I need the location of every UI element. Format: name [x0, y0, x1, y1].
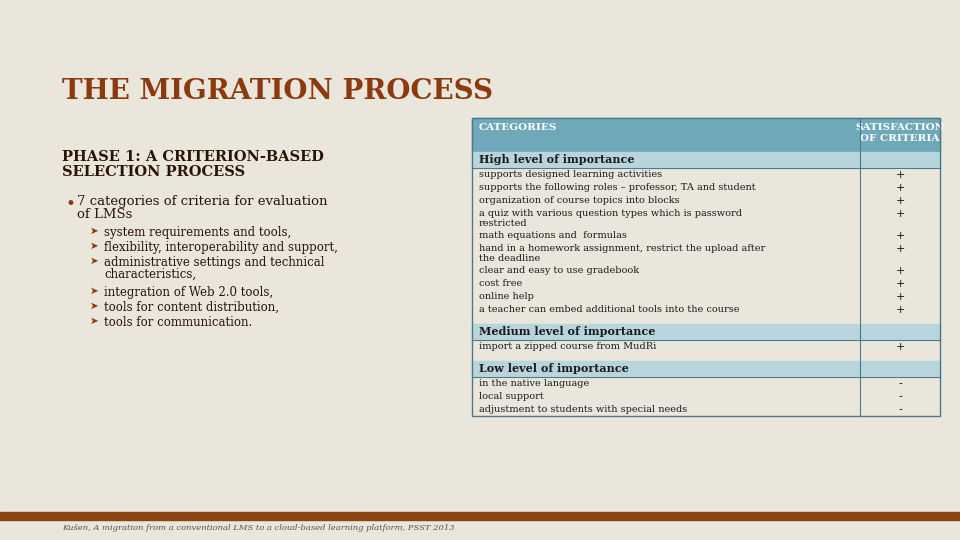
Text: +: +	[896, 279, 904, 289]
Text: 7 categories of criteria for evaluation: 7 categories of criteria for evaluation	[77, 195, 327, 208]
Text: integration of Web 2.0 tools,: integration of Web 2.0 tools,	[104, 286, 274, 299]
Bar	[472, 277, 940, 290]
Text: -: -	[899, 392, 901, 402]
Bar	[472, 403, 940, 416]
Text: ➤: ➤	[90, 286, 99, 296]
Text: +: +	[896, 183, 904, 193]
Text: system requirements and tools,: system requirements and tools,	[104, 226, 291, 239]
Bar	[472, 390, 940, 403]
Bar	[472, 118, 940, 416]
Text: tools for content distribution,: tools for content distribution,	[104, 301, 279, 314]
Text: in the native language: in the native language	[479, 379, 589, 388]
Text: ➤: ➤	[90, 256, 99, 266]
Bar	[472, 377, 940, 390]
Bar	[472, 324, 940, 340]
Bar	[472, 168, 940, 181]
Bar	[472, 361, 940, 377]
Bar	[0, 512, 960, 520]
Text: ➤: ➤	[90, 316, 99, 326]
Bar	[472, 152, 940, 168]
Text: +: +	[896, 244, 904, 254]
Text: clear and easy to use gradebook: clear and easy to use gradebook	[479, 266, 639, 275]
Text: Kušen, A migration from a conventional LMS to a cloud-based learning platform, P: Kušen, A migration from a conventional L…	[62, 524, 455, 532]
Bar	[472, 303, 940, 316]
Text: +: +	[896, 231, 904, 241]
Text: supports the following roles – professor, TA and student: supports the following roles – professor…	[479, 183, 756, 192]
Bar	[472, 242, 940, 264]
Bar	[472, 290, 940, 303]
Text: ➤: ➤	[90, 241, 99, 251]
Text: of LMSs: of LMSs	[77, 208, 132, 221]
Text: flexibility, interoperability and support,: flexibility, interoperability and suppor…	[104, 241, 338, 254]
Text: cost free: cost free	[479, 279, 522, 288]
Bar	[472, 316, 940, 324]
Text: +: +	[896, 196, 904, 206]
Text: +: +	[896, 266, 904, 276]
Bar	[472, 194, 940, 207]
Text: characteristics,: characteristics,	[104, 268, 196, 281]
Bar	[472, 207, 940, 229]
Text: -: -	[899, 405, 901, 415]
Bar	[472, 229, 940, 242]
Text: +: +	[896, 209, 904, 219]
Text: administrative settings and technical: administrative settings and technical	[104, 256, 324, 269]
Text: THE MIGRATION PROCESS: THE MIGRATION PROCESS	[62, 78, 493, 105]
Bar	[472, 264, 940, 277]
Text: SELECTION PROCESS: SELECTION PROCESS	[62, 165, 245, 179]
Text: High level of importance: High level of importance	[479, 154, 635, 165]
Bar	[472, 340, 940, 353]
Text: Medium level of importance: Medium level of importance	[479, 326, 656, 337]
Text: local support: local support	[479, 392, 543, 401]
Text: supports designed learning activities: supports designed learning activities	[479, 170, 662, 179]
Text: CATEGORIES: CATEGORIES	[479, 123, 558, 132]
Text: •: •	[65, 195, 75, 213]
Text: math equations and  formulas: math equations and formulas	[479, 231, 627, 240]
Bar	[472, 353, 940, 361]
Text: +: +	[896, 342, 904, 352]
Text: adjustment to students with special needs: adjustment to students with special need…	[479, 405, 687, 414]
Text: a quiz with various question types which is password
restricted: a quiz with various question types which…	[479, 209, 742, 228]
Text: Low level of importance: Low level of importance	[479, 363, 629, 374]
Text: +: +	[896, 305, 904, 315]
Text: hand in a homework assignment, restrict the upload after
the deadline: hand in a homework assignment, restrict …	[479, 244, 765, 264]
Text: a teacher can embed additional tools into the course: a teacher can embed additional tools int…	[479, 305, 739, 314]
Text: -: -	[899, 379, 901, 389]
Text: import a zipped course from MudRi: import a zipped course from MudRi	[479, 342, 657, 351]
Text: SATISFACTION
OF CRITERIA: SATISFACTION OF CRITERIA	[855, 123, 945, 143]
Bar	[472, 181, 940, 194]
Text: tools for communication.: tools for communication.	[104, 316, 252, 329]
Text: ➤: ➤	[90, 301, 99, 311]
Text: PHASE 1: A CRITERION-BASED: PHASE 1: A CRITERION-BASED	[62, 150, 324, 164]
Text: online help: online help	[479, 292, 534, 301]
Text: ➤: ➤	[90, 226, 99, 236]
Text: +: +	[896, 170, 904, 180]
Bar	[472, 118, 940, 152]
Text: organization of course topics into blocks: organization of course topics into block…	[479, 196, 680, 205]
Text: +: +	[896, 292, 904, 302]
